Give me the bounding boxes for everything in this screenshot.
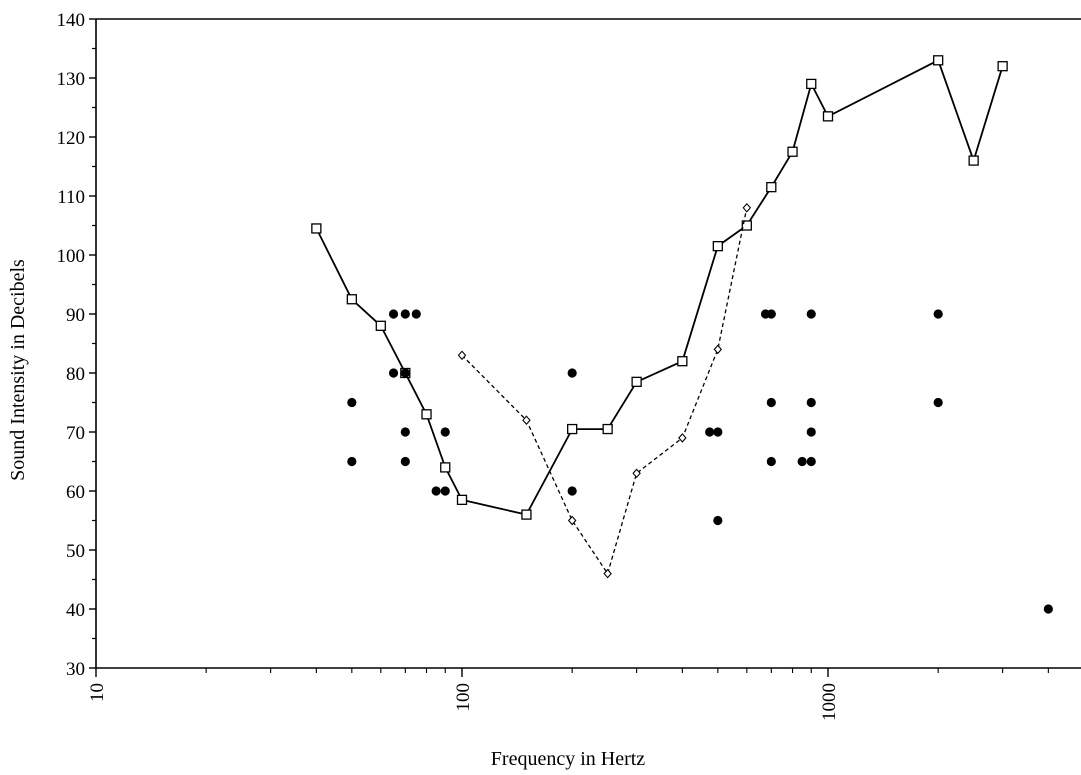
filled-point	[440, 486, 450, 496]
series-line	[315, 59, 1004, 516]
square-point	[822, 111, 834, 122]
square-point	[677, 356, 688, 367]
filled-point	[713, 427, 723, 437]
filled-point	[411, 309, 421, 319]
square-point	[766, 181, 777, 193]
filled-point	[347, 397, 357, 408]
x-tick-label: 100	[453, 683, 474, 712]
x-axis-title: Frequency in Hertz	[491, 748, 646, 770]
square-point	[421, 409, 432, 420]
filled-point	[440, 427, 450, 437]
filled-point	[713, 515, 723, 526]
y-tick-label: 110	[57, 187, 85, 208]
filled-point	[933, 309, 943, 319]
filled-point	[347, 456, 357, 467]
diamond-point	[678, 433, 687, 443]
square-point	[712, 240, 723, 252]
y-tick-label: 130	[57, 69, 86, 90]
filled-point	[806, 456, 816, 467]
filled-point	[766, 309, 776, 319]
y-tick-label: 140	[57, 10, 86, 31]
square-point	[997, 61, 1008, 72]
square-point	[521, 509, 532, 520]
y-tick-label: 100	[57, 246, 86, 267]
diamond-point	[632, 468, 641, 479]
filled-point	[400, 309, 410, 319]
filled-point	[567, 486, 577, 496]
diamond-point	[603, 568, 612, 579]
filled-point	[388, 309, 399, 319]
series-line	[461, 207, 748, 576]
square-point	[567, 423, 578, 435]
square-point	[346, 294, 357, 305]
filled-point	[797, 456, 807, 467]
filled-point	[400, 427, 410, 437]
square-point	[602, 423, 613, 435]
square-point	[741, 220, 752, 231]
diamond-point	[567, 515, 577, 526]
y-tick-label: 90	[66, 305, 85, 326]
diamond-point	[522, 415, 531, 426]
filled-point	[388, 368, 399, 378]
series-1	[457, 202, 752, 579]
y-tick-label: 80	[66, 364, 85, 385]
filled-point	[806, 309, 816, 319]
filled-point	[400, 456, 410, 467]
square-point	[375, 320, 386, 331]
square-point	[456, 494, 468, 506]
y-tick-label: 30	[66, 659, 85, 680]
filled-point	[806, 397, 816, 408]
y-tick-label: 120	[57, 128, 86, 149]
square-point	[933, 55, 944, 66]
diamond-point	[457, 350, 467, 361]
square-point	[968, 155, 979, 166]
filled-point	[933, 397, 943, 408]
series-0	[311, 55, 1008, 520]
y-tick-label: 40	[66, 600, 85, 621]
square-point	[631, 376, 642, 388]
filled-point	[705, 427, 715, 437]
series-2	[347, 309, 1053, 614]
filled-point	[766, 397, 776, 408]
square-point	[311, 223, 322, 234]
square-point	[806, 78, 817, 90]
filled-point	[766, 456, 776, 467]
filled-point	[431, 486, 441, 496]
diamond-point	[742, 202, 752, 213]
y-tick-label: 60	[66, 482, 85, 503]
square-point	[440, 462, 451, 473]
filled-point	[1043, 604, 1053, 614]
x-tick-label: 10	[87, 683, 108, 702]
y-axis-title: Sound Intensity in Decibels	[7, 259, 29, 481]
axes: 30 40 50 60 70 80 90 100 110 120 130 140 10 100 1000	[57, 10, 1081, 721]
filled-point	[806, 427, 816, 437]
square-point	[787, 146, 798, 157]
series-layer	[311, 55, 1053, 614]
diamond-point	[713, 344, 723, 355]
x-tick-label: 1000	[819, 683, 840, 721]
y-tick-label: 70	[66, 423, 85, 444]
filled-point	[567, 368, 577, 378]
y-tick-label: 50	[66, 541, 85, 562]
filled-point	[400, 368, 410, 378]
